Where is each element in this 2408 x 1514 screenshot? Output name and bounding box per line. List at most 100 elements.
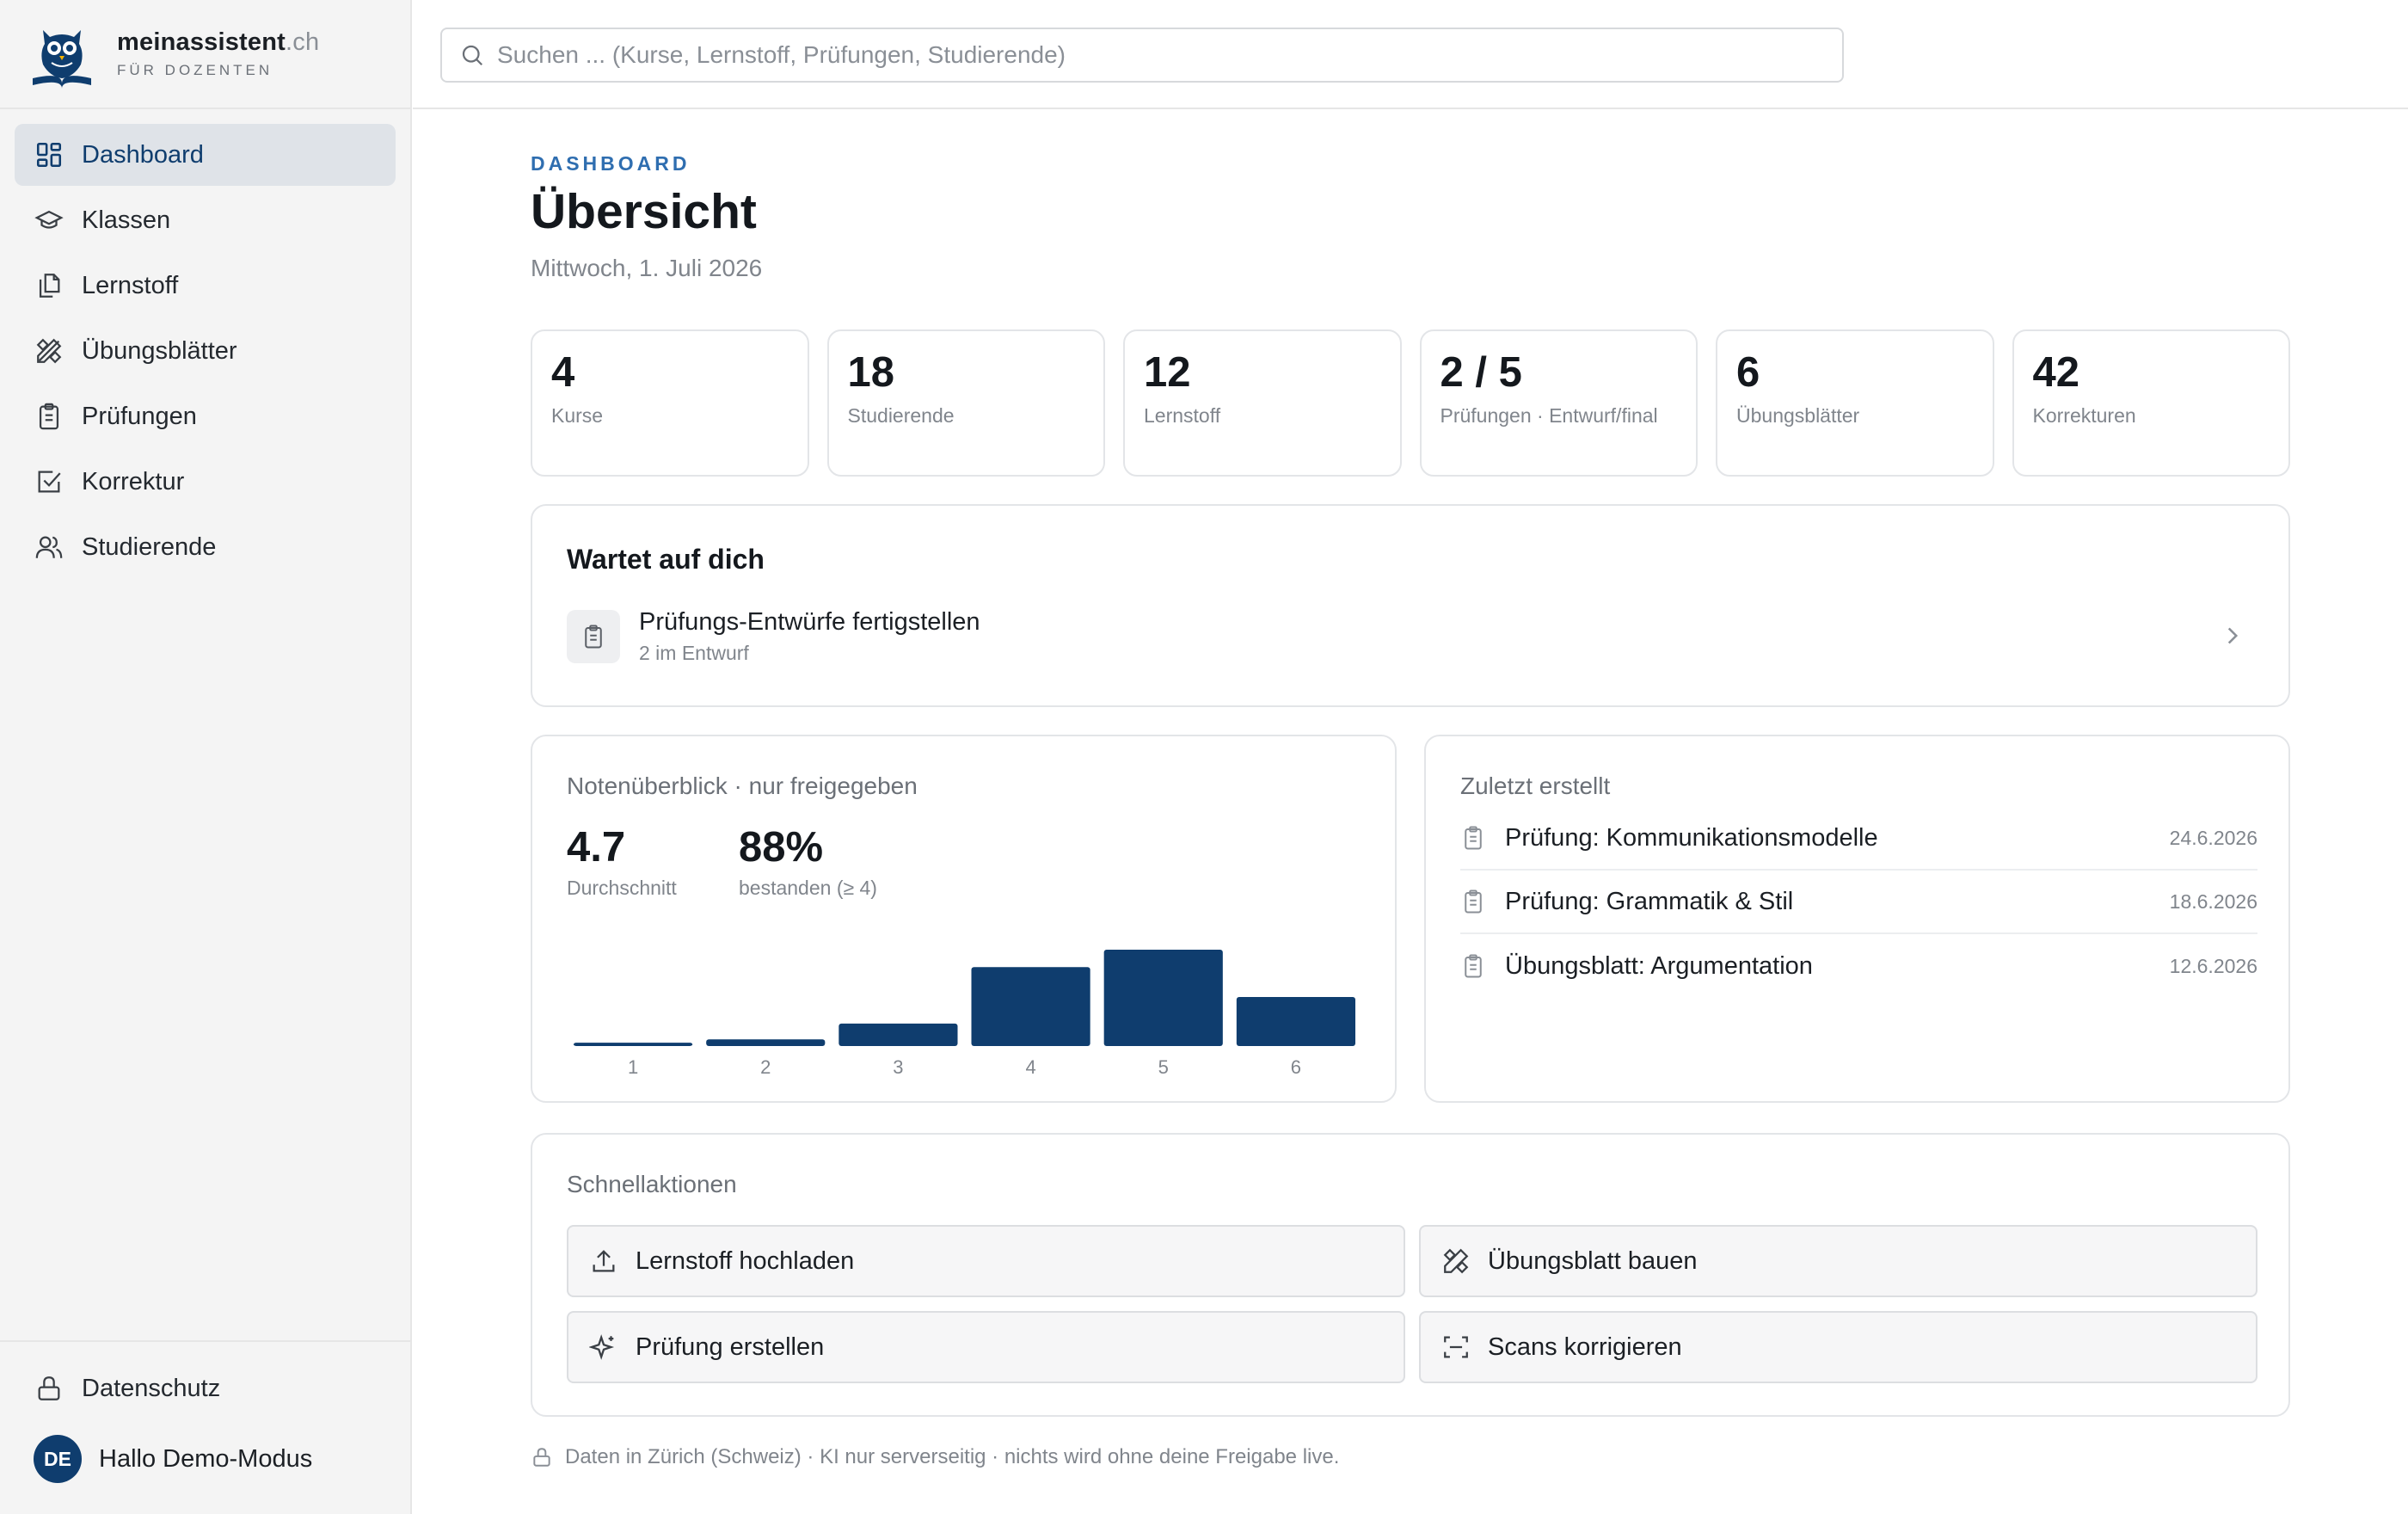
build-worksheet-button[interactable]: Übungsblatt bauen [1419,1225,2258,1297]
grade-bar-2 [706,1039,826,1046]
sidebar-item-klassen[interactable]: Klassen [15,189,396,251]
stat-card-uebungsblaetter[interactable]: 6 Übungsblätter [1716,329,1994,477]
list-item-date: 24.6.2026 [2169,826,2258,849]
list-item[interactable]: Übungsblatt: Argumentation 12.6.2026 [1460,934,2258,998]
passed-label: bestanden (≥ 4) [739,877,877,899]
list-item[interactable]: Prüfung: Grammatik & Stil 18.6.2026 [1460,871,2258,934]
stat-card-pruefungen[interactable]: 2 / 5 Prüfungen · Entwurf/final [1419,329,1698,477]
brand-subtitle: FÜR DOZENTEN [117,62,273,78]
search-input[interactable] [497,41,1787,69]
grade-bar-1 [574,1043,693,1046]
footnote-text: Daten in Zürich (Schweiz) · KI nur serve… [565,1445,1340,1468]
clipboard-icon [1465,826,1482,850]
list-item[interactable]: Prüfung: Kommunikationsmodelle 24.6.2026 [1460,807,2258,871]
stat-label: Studierende [847,404,955,428]
clipboard-icon [1465,954,1482,978]
page-kicker: DASHBOARD [531,152,691,175]
button-label: Lernstoff hochladen [636,1246,855,1275]
grade-distribution-chart: 1 2 3 4 5 6 [574,950,1355,1078]
passed-value: 88% [739,824,824,871]
recent-card: Zuletzt erstellt Prüfung: Kommunikations… [1424,735,2290,1103]
waiting-card: Wartet auf dich Prüfungs-Entwürfe fertig… [531,504,2290,707]
sidebar-item-korrektur[interactable]: Korrektur [15,451,396,513]
correct-scans-button[interactable]: Scans korrigieren [1419,1311,2258,1383]
grades-card: Notenüberblick · nur freigegeben 4.7 Dur… [531,735,1397,1103]
sidebar-item-lernstoff[interactable]: Lernstoff [15,255,396,317]
grade-bar-4 [971,967,1090,1046]
stat-value: 18 [847,349,895,396]
stat-card-studierende[interactable]: 18 Studierende [826,329,1105,477]
lock-icon [533,1448,550,1467]
avatar: DE [34,1435,82,1483]
stat-value: 2 / 5 [1440,349,1522,396]
stat-value: 4 [551,349,575,396]
grade-tick-label: 4 [1025,1056,1035,1078]
sidebar-nav: Dashboard Klassen Lernstoff Übungsblätte… [0,109,410,578]
clipboard-icon [34,401,64,432]
search-icon [462,45,483,66]
stat-card-kurse[interactable]: 4 Kurse [531,329,809,477]
sidebar: meinassistent.ch FÜR DOZENTEN Dashboard … [0,0,412,1514]
dashboard-icon [34,139,64,170]
sidebar-item-label: Prüfungen [82,402,197,430]
sidebar-item-uebungsblaetter[interactable]: Übungsblätter [15,320,396,382]
quick-actions-card: Schnellaktionen Lernstoff hochladen Übun… [531,1133,2290,1417]
page-date: Mittwoch, 1. Juli 2026 [531,255,763,281]
sidebar-item-label: Klassen [82,206,171,234]
button-label: Scans korrigieren [1488,1332,1682,1361]
sidebar-item-pruefungen[interactable]: Prüfungen [15,385,396,447]
grade-tick-label: 3 [893,1056,903,1078]
sidebar-item-label: Dashboard [82,140,204,169]
grade-bar-3 [838,1023,958,1046]
stat-label: Korrekturen [2032,404,2136,428]
quick-actions-grid: Lernstoff hochladen Übungsblatt bauen Pr… [567,1225,2258,1383]
stat-label: Kurse [551,404,604,428]
user-menu[interactable]: DE Hallo Demo-Modus [15,1423,396,1495]
grades-title: Notenüberblick · nur freigegeben [567,772,918,799]
grade-tick-label: 1 [628,1056,638,1078]
stat-label: Prüfungen · Entwurf/final [1440,404,1658,428]
search-box[interactable] [440,28,1844,83]
average-value: 4.7 [567,824,626,871]
stat-value: 12 [1144,349,1191,396]
list-item-title: Übungsblatt: Argumentation [1505,951,1813,980]
button-label: Übungsblatt bauen [1488,1246,1698,1275]
average-label: Durchschnitt [567,877,677,899]
owl-logo-icon [33,29,91,89]
task-title: Prüfungs-Entwürfe fertigstellen [639,608,980,636]
upload-material-button[interactable]: Lernstoff hochladen [567,1225,1405,1297]
sidebar-item-label: Lernstoff [82,271,179,299]
task-item[interactable]: Prüfungs-Entwürfe fertigstellen 2 im Ent… [567,599,2258,674]
sidebar-item-datenschutz[interactable]: Datenschutz [15,1357,396,1419]
sidebar-item-label: Korrektur [82,467,185,495]
sidebar-item-label: Studierende [82,532,217,561]
files-icon [34,270,64,301]
sidebar-item-studierende[interactable]: Studierende [15,516,396,578]
sidebar-item-label: Übungsblätter [82,336,237,365]
grade-tick-label: 6 [1291,1056,1301,1078]
task-subtitle: 2 im Entwurf [639,642,749,664]
upload-icon [593,1250,615,1272]
stat-card-korrekturen[interactable]: 42 Korrekturen [2012,329,2290,477]
quick-actions-title: Schnellaktionen [567,1171,737,1197]
recent-title: Zuletzt erstellt [1460,772,1611,799]
list-item-title: Prüfung: Grammatik & Stil [1505,887,1794,915]
average-kpi: 4.7 Durchschnitt [567,823,677,900]
passed-kpi: 88% bestanden (≥ 4) [739,823,877,900]
chevron-right-icon [2227,627,2239,644]
clipboard-icon [1465,889,1482,914]
scan-icon [1444,1336,1468,1358]
data-location-note: Daten in Zürich (Schweiz) · KI nur serve… [531,1445,1339,1469]
grade-tick-label: 2 [760,1056,771,1078]
clipboard-icon [585,625,602,649]
recent-list: Prüfung: Kommunikationsmodelle 24.6.2026… [1460,807,2258,998]
brand[interactable]: meinassistent.ch FÜR DOZENTEN [0,0,410,109]
lock-icon [34,1373,64,1404]
create-exam-button[interactable]: Prüfung erstellen [567,1311,1405,1383]
stats-row: 4 Kurse 18 Studierende 12 Lernstoff 2 / … [531,329,2290,477]
stat-card-lernstoff[interactable]: 12 Lernstoff [1123,329,1402,477]
sparkles-icon [589,1334,615,1360]
pencil-ruler-icon [34,335,64,366]
sidebar-item-dashboard[interactable]: Dashboard [15,124,396,186]
sidebar-footer: Datenschutz DE Hallo Demo-Modus [0,1340,410,1514]
